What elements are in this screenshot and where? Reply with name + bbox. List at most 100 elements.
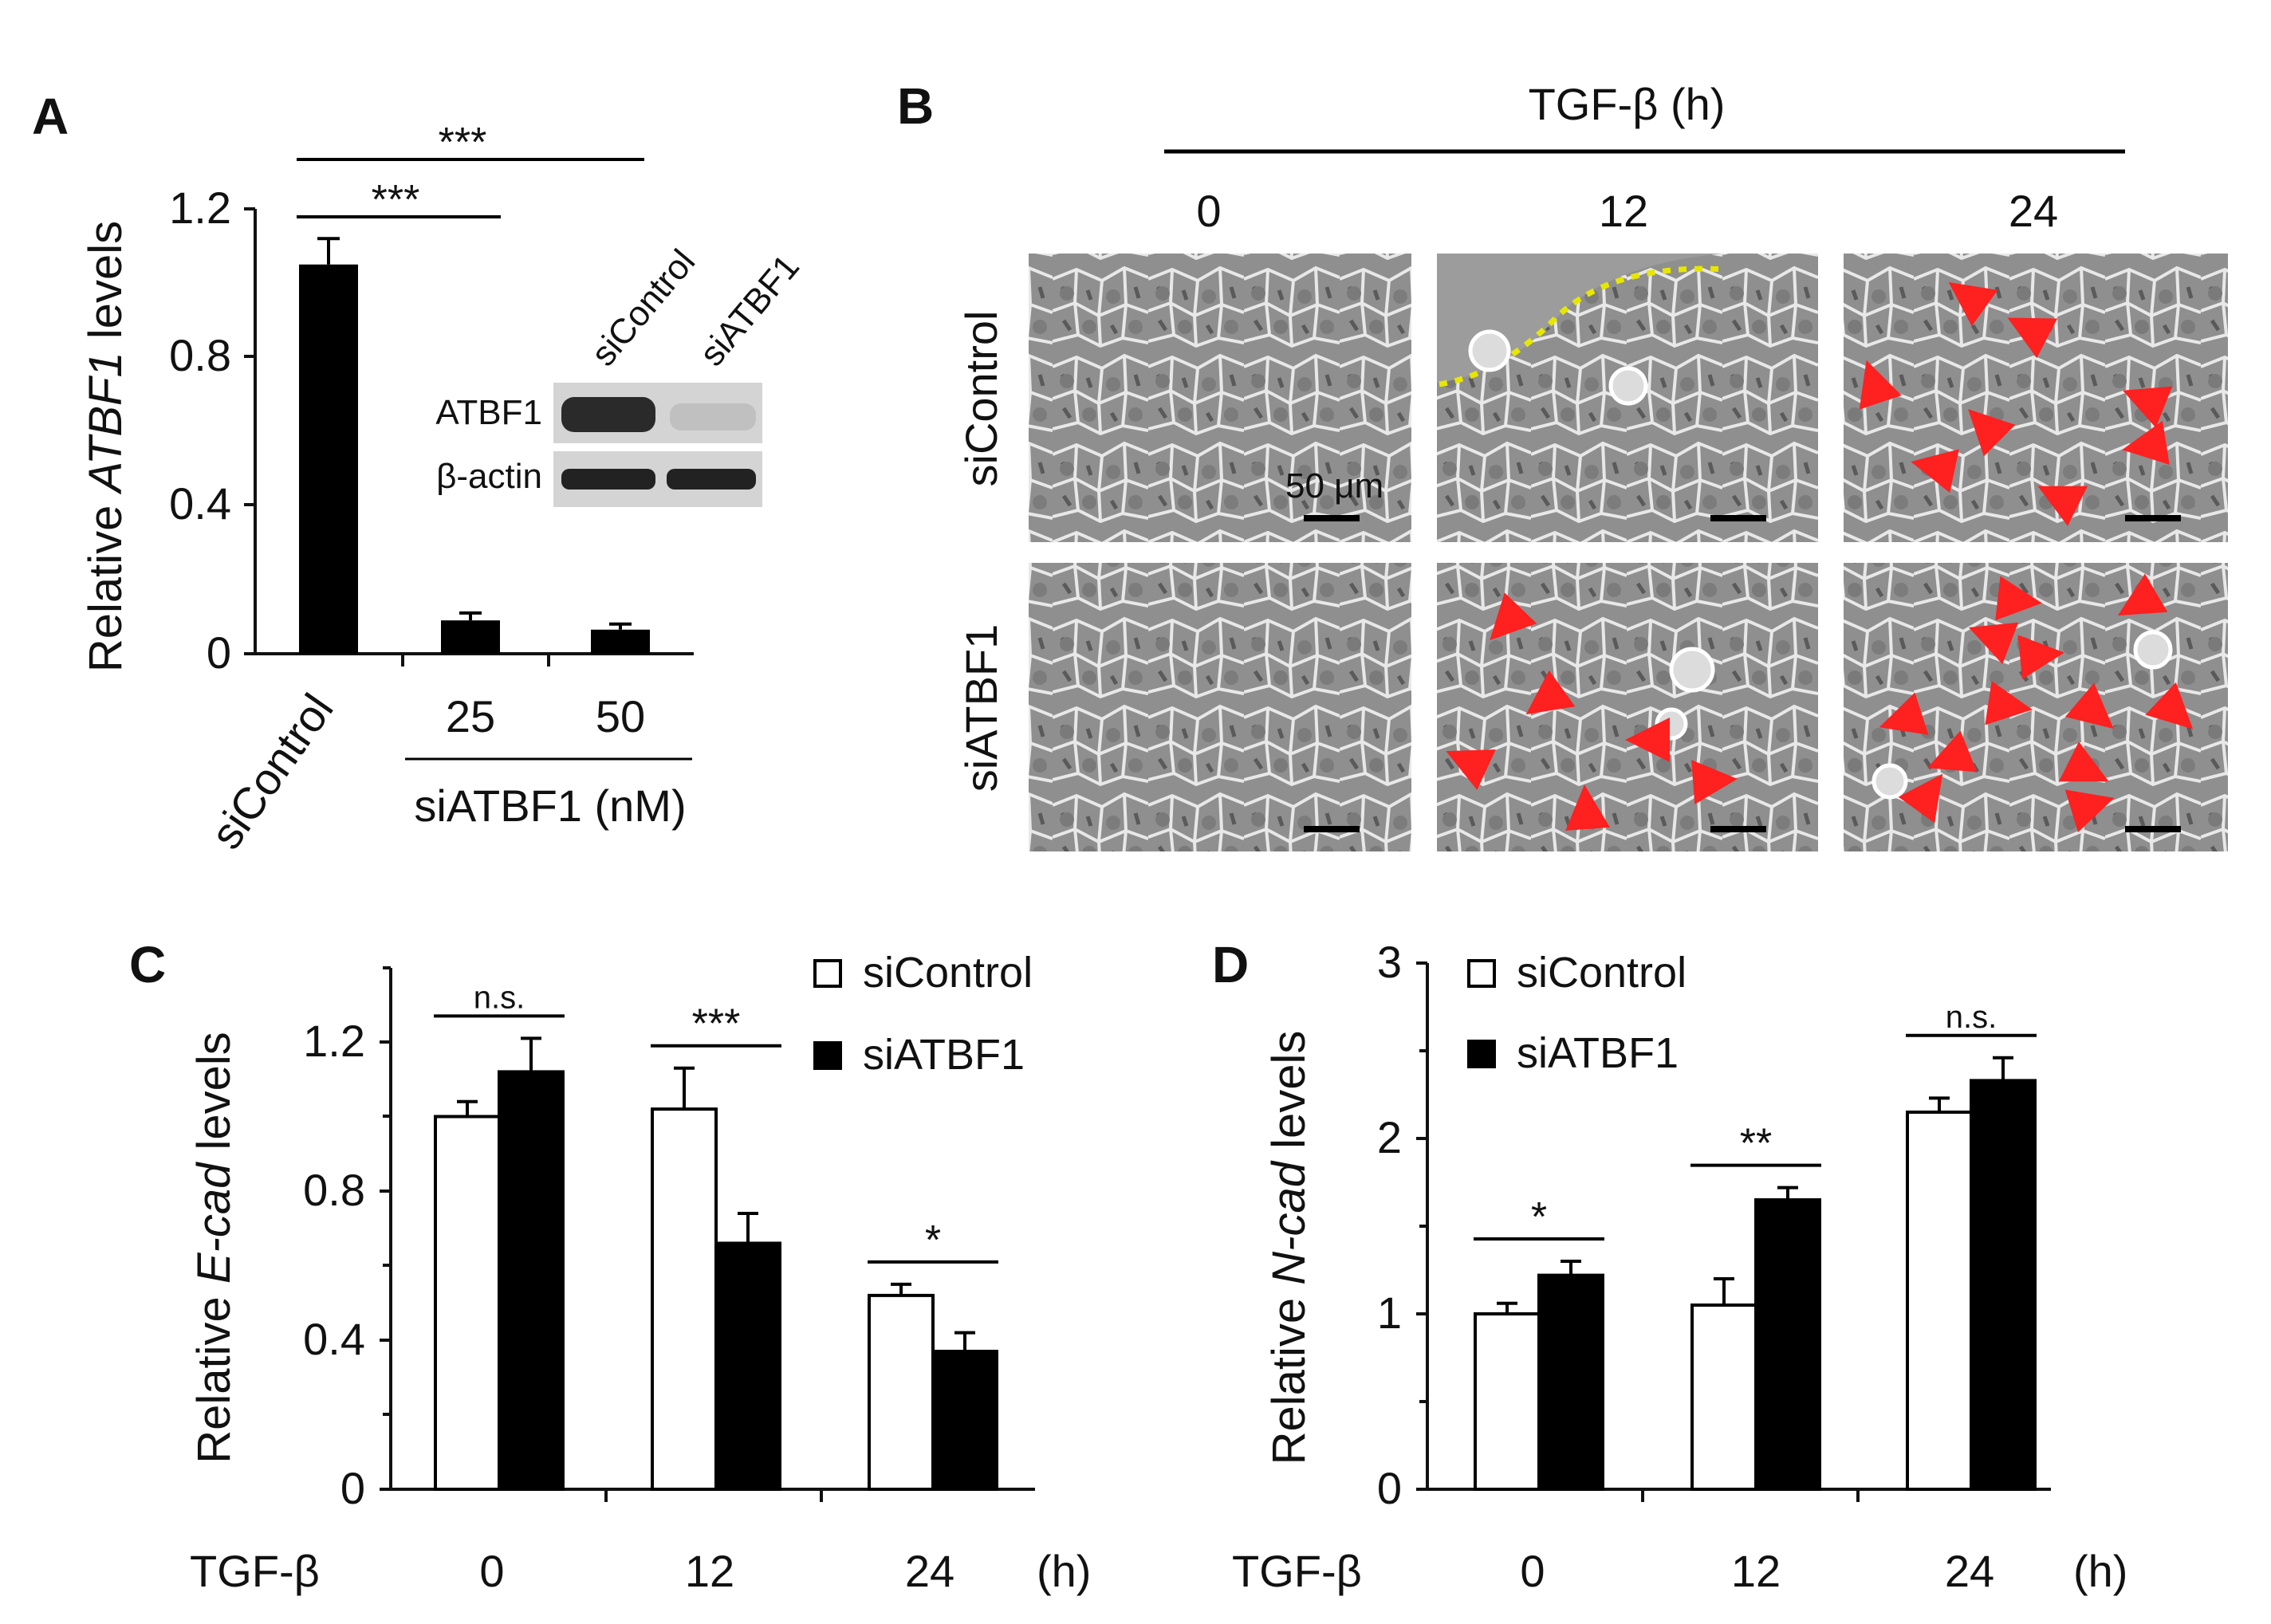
rounded-cell — [2133, 630, 2173, 670]
micrograph-col-label: 0 — [1196, 186, 1221, 236]
error-bar — [1497, 1301, 1517, 1314]
error-bar — [1929, 1096, 1950, 1112]
red-arrow — [1968, 622, 2019, 665]
bar-siatbf1-0h — [498, 1070, 565, 1491]
red-arrow — [2123, 386, 2173, 428]
legend-swatch-sicontrol — [813, 959, 842, 988]
bar-siatbf1-12h — [1754, 1198, 1821, 1491]
panel-c-ytick-label: 0.8 — [303, 1165, 365, 1215]
error-bar — [1993, 1056, 2013, 1081]
bar-siatbf1-0h — [1537, 1273, 1604, 1491]
bar-sicontrol-12h — [1690, 1304, 1757, 1491]
blot-lane-label: siControl — [584, 242, 703, 374]
panel-a-sig-label: *** — [372, 177, 420, 223]
significance-label: n.s. — [474, 980, 525, 1015]
panel-c-xtick-label: 0 — [479, 1546, 504, 1596]
error-bar — [674, 1066, 695, 1110]
error-bar — [1777, 1186, 1798, 1200]
panel-a-bar-25nm — [441, 620, 500, 654]
error-bar — [738, 1212, 758, 1244]
panel-b: B TGF-β (h) 0 12 24 siControl siATBF1 — [897, 77, 2228, 851]
red-arrow — [1927, 730, 1978, 773]
bar-siatbf1-24h — [931, 1350, 998, 1492]
bar-sicontrol-0h — [1474, 1312, 1541, 1491]
panel-a-bar-sicontrol — [299, 264, 358, 654]
panel-c: C Relative E-cad levels 0 0.4 0.8 1.2 n.… — [129, 936, 1091, 1596]
rounded-cell — [1655, 707, 1688, 741]
rounded-cell — [1468, 329, 1511, 372]
scale-bars — [1304, 515, 2181, 832]
blot-lane-label: siATBF1 — [692, 247, 807, 373]
red-arrow — [2017, 635, 2064, 680]
panel-d-significance: ***n.s. — [1474, 1000, 2037, 1241]
panel-a-letter: A — [32, 88, 69, 145]
panel-a-ytick-label: 1.2 — [169, 183, 231, 233]
red-arrow — [1525, 670, 1576, 715]
scale-bar-label: 50 μm — [1285, 466, 1383, 505]
error-bar — [1714, 1277, 1734, 1305]
error-bar — [954, 1331, 975, 1352]
red-arrow — [1995, 576, 2042, 621]
red-arrow — [2007, 317, 2058, 359]
red-arrow — [1565, 784, 1611, 831]
panel-c-y-axis-label: Relative E-cad levels — [188, 1032, 240, 1464]
panel-a-error-bar — [459, 611, 482, 621]
panel-d-x-title: TGF-β — [1232, 1546, 1362, 1596]
panel-a: A Relative ATBF1 levels 0 0.4 0.8 1.2 **… — [32, 88, 807, 858]
panel-d-ytick-label: 3 — [1377, 937, 1402, 987]
bar-siatbf1-12h — [714, 1241, 781, 1491]
micrograph-row-label: siATBF1 — [956, 624, 1006, 792]
panel-a-sig-label: *** — [439, 120, 487, 166]
elongated-cell-arrows — [1446, 281, 2194, 833]
micrograph-col-label: 12 — [1599, 186, 1648, 236]
panel-c-x-unit: (h) — [1037, 1546, 1091, 1596]
panel-d-x-unit: (h) — [2073, 1546, 2127, 1596]
micrograph-sicontrol-24h — [1844, 254, 2228, 542]
panel-d-ytick-label: 0 — [1377, 1463, 1402, 1513]
western-blot-inset: siControl siATBF1 ATBF1 β-actin — [435, 242, 807, 507]
bar-sicontrol-0h — [434, 1115, 501, 1491]
legend-label-siatbf1: siATBF1 — [1517, 1029, 1679, 1077]
rounded-cell — [1669, 647, 1715, 693]
significance-label: *** — [692, 1001, 741, 1048]
panel-a-y-axis-label: Relative ATBF1 levels — [80, 221, 132, 672]
panel-a-group-label: siATBF1 (nM) — [414, 781, 686, 831]
rounded-cell — [1608, 366, 1648, 406]
red-arrow — [2145, 682, 2194, 729]
migration-front-dotted-line — [1439, 265, 1727, 387]
error-bar — [457, 1099, 478, 1117]
panel-d-ytick-label: 2 — [1377, 1112, 1402, 1162]
red-arrow — [1985, 681, 2033, 725]
panel-d-letter: D — [1212, 936, 1249, 993]
panel-c-bars — [434, 1036, 998, 1492]
panel-d-legend: siControl siATBF1 — [1467, 949, 1687, 1077]
rounded-cell — [1872, 763, 1908, 800]
blot-row-label: ATBF1 — [435, 393, 542, 432]
error-bar — [1561, 1260, 1581, 1276]
significance-label: ** — [1740, 1121, 1772, 1167]
micrograph-sicontrol-0h — [1029, 254, 1411, 542]
blot-band — [561, 397, 655, 432]
red-arrow — [1879, 692, 1929, 735]
panel-c-ytick-label: 0 — [340, 1463, 365, 1513]
panel-c-xtick-label: 12 — [685, 1546, 734, 1596]
legend-swatch-siatbf1 — [1467, 1040, 1496, 1068]
panel-c-ytick-label: 0.4 — [303, 1314, 365, 1364]
legend-label-sicontrol: siControl — [1517, 949, 1687, 997]
legend-label-siatbf1: siATBF1 — [863, 1031, 1025, 1079]
red-arrow — [1911, 449, 1959, 493]
panel-a-ytick-label: 0 — [207, 627, 231, 678]
blot-row-label: β-actin — [436, 457, 542, 496]
micrograph-siatbf1-12h — [1437, 563, 1818, 851]
legend-label-sicontrol: siControl — [863, 949, 1033, 997]
panel-d-xtick-label: 0 — [1520, 1546, 1545, 1596]
panel-a-ytick-label: 0.4 — [169, 478, 231, 529]
blot-band — [561, 469, 655, 490]
panel-d-xtick-label: 24 — [1945, 1546, 1994, 1596]
panel-a-xtick-label-sicontrol: siControl — [200, 685, 342, 858]
red-arrow — [1490, 592, 1537, 641]
panel-a-xtick-label-50: 50 — [596, 691, 645, 741]
significance-label: n.s. — [1946, 1000, 1997, 1035]
red-arrow — [2122, 420, 2170, 466]
